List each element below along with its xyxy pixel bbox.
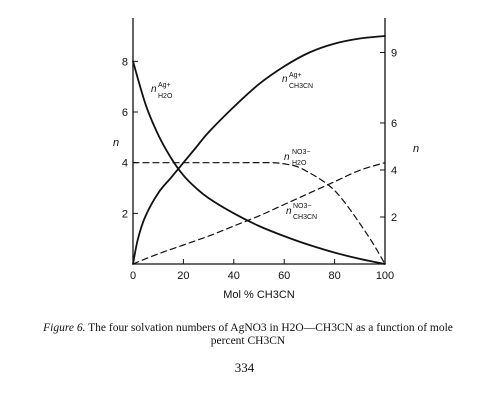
y-right-tick-label: 6 [391, 118, 397, 130]
y-axis-title-right: n [413, 143, 419, 155]
caption-text: The four solvation numbers of AgNO3 in H… [88, 322, 453, 347]
svg-text:n: n [284, 152, 290, 163]
svg-text:Ag+: Ag+ [289, 72, 302, 79]
y-left-tick-label: 4 [122, 158, 128, 170]
svg-text:H2O: H2O [292, 160, 307, 167]
series-line [132, 162, 386, 265]
x-tick-label: 40 [228, 270, 240, 282]
y-right-tick-label: 4 [391, 165, 397, 177]
series-line [132, 60, 386, 265]
y-axis-title-left: n [113, 137, 119, 149]
series-line [132, 162, 386, 265]
x-tick-label: 20 [177, 270, 189, 282]
series-line [132, 35, 386, 265]
y-left-tick-label: 2 [122, 208, 128, 220]
svg-text:n: n [286, 206, 292, 217]
annotation-nAg-H2O: n Ag+ H2O [151, 82, 173, 100]
svg-text:NO3−: NO3− [292, 149, 310, 156]
y-left-tick-label: 6 [122, 107, 128, 119]
x-tick-label: 0 [130, 270, 136, 282]
annotation-nNO3-H2O: n NO3− H2O [284, 149, 310, 167]
x-tick-label: 60 [278, 270, 290, 282]
x-tick-label: 100 [376, 270, 394, 282]
figure-caption: Figure 6. The four solvation numbers of … [28, 322, 468, 348]
svg-text:H2O: H2O [158, 93, 173, 100]
svg-text:n: n [282, 74, 288, 85]
y-right-tick-label: 9 [391, 47, 397, 59]
svg-text:CH3CN: CH3CN [289, 83, 313, 90]
x-tick-label: 80 [328, 270, 340, 282]
y-left-tick-label: 8 [122, 56, 128, 68]
svg-text:n: n [151, 84, 157, 95]
annotation-nNO3-CH3CN: n NO3− CH3CN [286, 203, 317, 221]
y-right-tick-label: 2 [391, 212, 397, 224]
annotation-nAg-CH3CN: n Ag+ CH3CN [282, 72, 313, 90]
svg-text:NO3−: NO3− [293, 203, 311, 210]
solvation-figure: 0 20 40 60 80 100 2 4 6 8 2 4 6 9 Mol % CH3CN n n n… [113, 18, 419, 301]
svg-text:CH3CN: CH3CN [293, 214, 317, 221]
page-number: 334 [234, 360, 255, 375]
x-axis-title: Mol % CH3CN [223, 289, 295, 301]
svg-text:Ag+: Ag+ [158, 82, 171, 89]
caption-label: Figure 6. [43, 322, 86, 334]
